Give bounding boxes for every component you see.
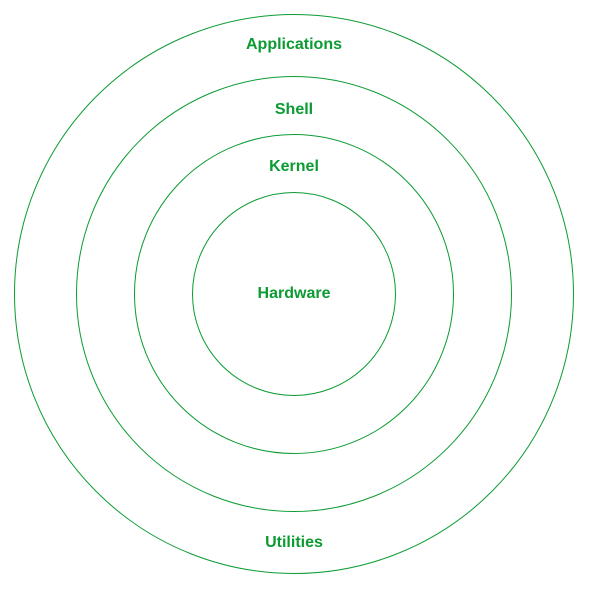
label-hardware: Hardware: [258, 285, 331, 303]
concentric-diagram: Applications Shell Kernel Hardware Utili…: [0, 0, 589, 589]
label-shell: Shell: [275, 101, 313, 119]
label-utilities: Utilities: [265, 534, 323, 552]
label-applications: Applications: [246, 36, 342, 54]
label-kernel: Kernel: [269, 158, 319, 176]
